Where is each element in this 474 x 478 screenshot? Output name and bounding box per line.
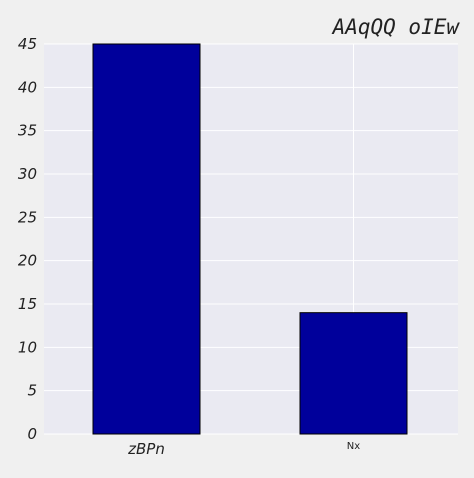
x-tick-label: Nx [347,441,360,452]
y-tick-label: 15 [18,295,37,313]
x-axis-ticks: zBPn Nx [127,440,360,458]
y-tick-label: 25 [18,208,37,226]
y-tick-label: 45 [18,35,37,53]
bars [92,43,408,435]
bar-zbpn [92,43,201,435]
y-tick-label: 0 [27,425,37,443]
x-tick-label: zBPn [127,440,165,458]
y-tick-label: 40 [18,78,37,96]
y-tick-label: 20 [18,252,37,270]
y-axis-ticks: 0 5 10 15 20 25 30 35 40 45 [18,35,37,443]
y-tick-label: 5 [27,382,37,400]
y-tick-label: 30 [18,165,37,183]
chart-title: AAqQQ oIEw [331,15,461,39]
bar-nx [299,312,408,435]
y-tick-label: 10 [18,338,37,356]
y-tick-label: 35 [18,122,37,140]
